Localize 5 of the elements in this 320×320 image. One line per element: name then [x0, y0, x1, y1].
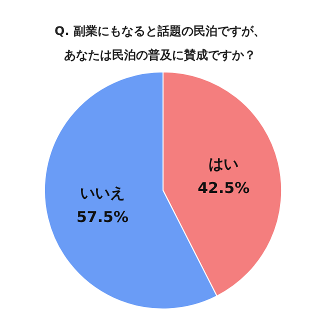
data-label: 57.5% — [76, 208, 129, 226]
slice-label: いいえ — [80, 184, 125, 202]
chart-title: Q. 副業にもなると話題の民泊ですが、あなたは民泊の普及に賛成ですか？ — [54, 24, 266, 62]
data-label: 42.5% — [198, 178, 250, 197]
slice-label: はい — [208, 154, 239, 173]
